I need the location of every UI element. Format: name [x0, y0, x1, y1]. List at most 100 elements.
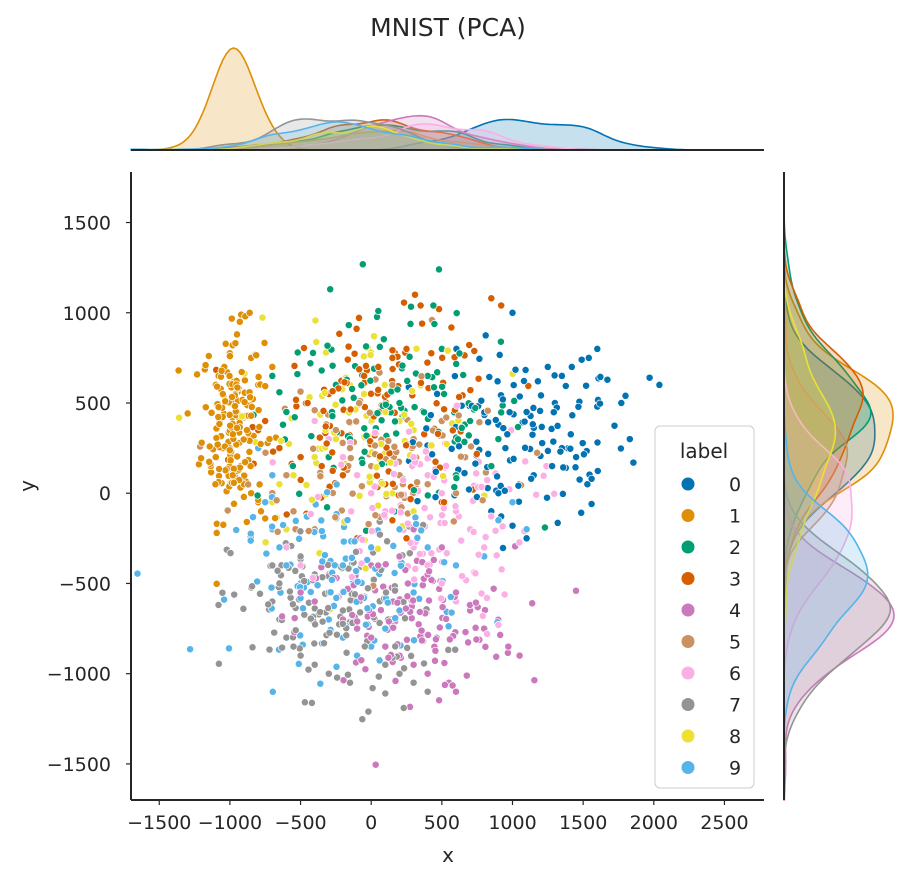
scatter-point-label-2: [348, 384, 357, 393]
scatter-point-label-7: [311, 620, 320, 629]
scatter-point-label-9: [396, 561, 405, 570]
scatter-point-label-2: [457, 423, 466, 432]
scatter-point-label-0: [621, 391, 630, 400]
scatter-point-label-7: [288, 600, 297, 609]
scatter-point-label-2: [253, 491, 262, 500]
scatter-point-label-7: [381, 660, 390, 669]
scatter-point-label-2: [317, 366, 326, 375]
scatter-point-label-9: [317, 516, 326, 525]
scatter-point-label-0: [549, 408, 558, 417]
scatter-point-label-3: [524, 382, 533, 390]
scatter-point-label-0: [503, 430, 512, 439]
scatter-point-label-4: [572, 586, 580, 595]
scatter-point-label-6: [478, 611, 487, 620]
scatter-point-label-7: [275, 579, 284, 588]
scatter-point-label-2: [328, 412, 337, 421]
scatter-point-label-7: [296, 527, 305, 536]
scatter-point-label-2: [326, 285, 335, 294]
scatter-point-label-1: [213, 382, 222, 391]
scatter-point-label-9: [253, 577, 262, 586]
scatter-point-label-7: [307, 698, 316, 707]
scatter-point-label-1: [233, 330, 241, 339]
scatter-point-label-7: [285, 587, 294, 596]
scatter-point-label-7: [451, 645, 460, 654]
scatter-point-label-9: [327, 575, 336, 584]
scatter-point-label-1: [225, 352, 234, 361]
scatter-point-label-8: [407, 419, 416, 428]
scatter-point-label-9: [409, 588, 418, 597]
legend-label-3: 3: [729, 569, 741, 591]
scatter-point-label-1: [211, 453, 220, 462]
scatter-point-label-4: [462, 671, 471, 680]
scatter-point-label-4: [361, 665, 370, 674]
scatter-point-label-8: [276, 437, 285, 445]
scatter-point-label-4: [489, 584, 498, 593]
scatter-point-label-1: [254, 406, 263, 415]
scatter-point-label-9: [389, 541, 398, 550]
scatter-point-label-2: [338, 396, 347, 405]
scatter-point-label-0: [557, 371, 566, 380]
scatter-point-label-7: [409, 678, 418, 687]
scatter-point-label-2: [374, 307, 383, 315]
scatter-point-label-0: [553, 518, 562, 527]
scatter-point-label-5: [371, 441, 379, 450]
scatter-point-label-7: [291, 626, 300, 635]
scatter-point-label-0: [521, 443, 530, 452]
scatter-point-label-8: [312, 338, 321, 346]
scatter-point-label-5: [365, 408, 374, 417]
scatter-point-label-1: [219, 520, 228, 529]
scatter-point-label-3: [427, 349, 436, 358]
scatter-point-label-0: [447, 444, 456, 453]
scatter-point-label-3: [360, 371, 369, 380]
scatter-point-label-6: [396, 508, 405, 517]
scatter-point-label-4: [496, 630, 505, 639]
scatter-point-label-7: [407, 651, 416, 660]
scatter-point-label-0: [587, 500, 596, 508]
scatter-point-label-9: [363, 556, 372, 564]
scatter-point-label-9: [411, 513, 420, 522]
scatter-point-label-2: [379, 335, 388, 344]
scatter-point-label-7: [375, 530, 384, 539]
scatter-point-label-9: [320, 551, 329, 560]
scatter-point-label-5: [417, 372, 426, 381]
scatter-point-label-4: [452, 687, 460, 696]
scatter-point-label-7: [282, 633, 291, 642]
scatter-point-label-6: [306, 510, 315, 518]
scatter-point-label-3: [296, 475, 305, 484]
scatter-point-label-0: [426, 411, 435, 420]
scatter-point-label-3: [402, 534, 411, 543]
scatter-point-label-5: [423, 480, 432, 489]
scatter-point-label-8: [412, 344, 421, 353]
scatter-point-label-7: [333, 673, 342, 682]
scatter-point-label-2: [540, 523, 549, 532]
scatter-point-label-0: [577, 508, 586, 517]
scatter-point-label-5: [456, 452, 465, 461]
scatter-point-label-1: [204, 352, 213, 360]
scatter-point-label-0: [460, 469, 469, 478]
scatter-point-label-4: [417, 636, 426, 645]
scatter-point-label-7: [256, 589, 264, 598]
scatter-point-label-1: [257, 507, 265, 516]
scatter-point-label-3: [440, 405, 449, 414]
scatter-point-label-4: [435, 623, 444, 632]
scatter-point-label-0: [537, 391, 545, 400]
scatter-point-label-7: [343, 670, 352, 679]
scatter-point-label-9: [261, 498, 270, 507]
scatter-point-label-0: [528, 430, 537, 439]
scatter-point-label-4: [424, 630, 433, 639]
scatter-point-label-8: [360, 390, 369, 398]
scatter-point-label-5: [442, 413, 451, 422]
scatter-point-label-1: [205, 442, 214, 451]
scatter-point-label-0: [431, 467, 440, 476]
scatter-point-label-3: [474, 374, 483, 383]
scatter-point-label-0: [578, 439, 587, 448]
scatter-point-label-2: [452, 309, 461, 318]
legend-marker-1: [681, 509, 695, 522]
scatter-point-label-3: [328, 448, 337, 457]
scatter-point-label-3: [282, 510, 291, 519]
scatter-point-label-6: [371, 428, 379, 437]
scatter-point-label-8: [374, 544, 382, 553]
scatter-point-label-3: [269, 447, 278, 456]
scatter-point-label-3: [315, 433, 324, 442]
scatter-point-label-8: [439, 472, 448, 481]
